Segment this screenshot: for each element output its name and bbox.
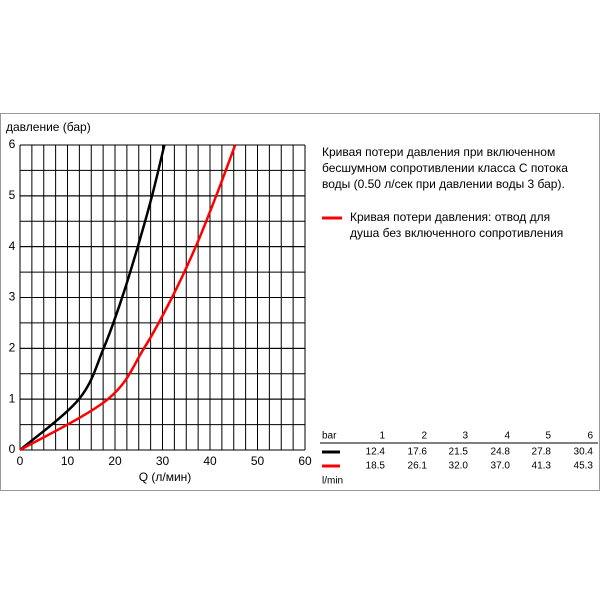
y-axis-label: давление (бар) <box>6 120 91 134</box>
table-cell: 17.6 <box>408 447 428 458</box>
table-cell: 21.5 <box>449 447 469 458</box>
table-column: 1 <box>379 431 385 442</box>
table-cell: 41.3 <box>532 461 552 472</box>
x-tick-label: 10 <box>61 454 75 468</box>
table-cell: 18.5 <box>366 461 386 472</box>
table-cell: 27.8 <box>532 447 552 458</box>
frame <box>0 113 600 491</box>
x-tick-label: 0 <box>17 454 24 468</box>
table-header: bar <box>322 431 337 442</box>
table-column: 4 <box>504 431 510 442</box>
annotation: воды (0.50 л/сек при давлении воды 3 бар… <box>322 177 565 191</box>
table-column: 3 <box>462 431 468 442</box>
x-axis-label: Q (л/мин) <box>139 470 192 484</box>
x-tick-label: 30 <box>156 454 170 468</box>
annotation: Кривая потери давления при включенном <box>322 145 555 159</box>
table-column: 6 <box>587 431 593 442</box>
x-tick-label: 40 <box>203 454 217 468</box>
x-tick-label: 60 <box>298 454 312 468</box>
table-unit: l/min <box>322 476 343 487</box>
table-column: 2 <box>421 431 427 442</box>
y-tick-label: 3 <box>9 290 16 304</box>
table-cell: 30.4 <box>574 447 594 458</box>
table-cell: 32.0 <box>449 461 469 472</box>
legend-text: душа без включенного сопротивления <box>350 226 563 240</box>
table-column: 5 <box>545 431 551 442</box>
table-cell: 45.3 <box>574 461 594 472</box>
y-tick-label: 2 <box>9 341 16 355</box>
curve <box>19 144 237 452</box>
table-cell: 37.0 <box>491 461 511 472</box>
y-tick-label: 5 <box>9 188 16 202</box>
legend-text: Кривая потери давления: отвод для <box>350 210 550 224</box>
annotation: бесшумном сопротивлении класса C потока <box>322 161 568 175</box>
x-tick-label: 20 <box>108 454 122 468</box>
table-cell: 24.8 <box>491 447 511 458</box>
y-tick-label: 1 <box>9 391 16 405</box>
x-tick-label: 50 <box>251 454 265 468</box>
y-tick-label: 4 <box>9 239 16 253</box>
y-tick-label: 6 <box>9 137 16 151</box>
curve <box>19 144 166 451</box>
table-cell: 12.4 <box>366 447 386 458</box>
table-cell: 26.1 <box>408 461 428 472</box>
y-tick-label: 0 <box>9 442 16 456</box>
